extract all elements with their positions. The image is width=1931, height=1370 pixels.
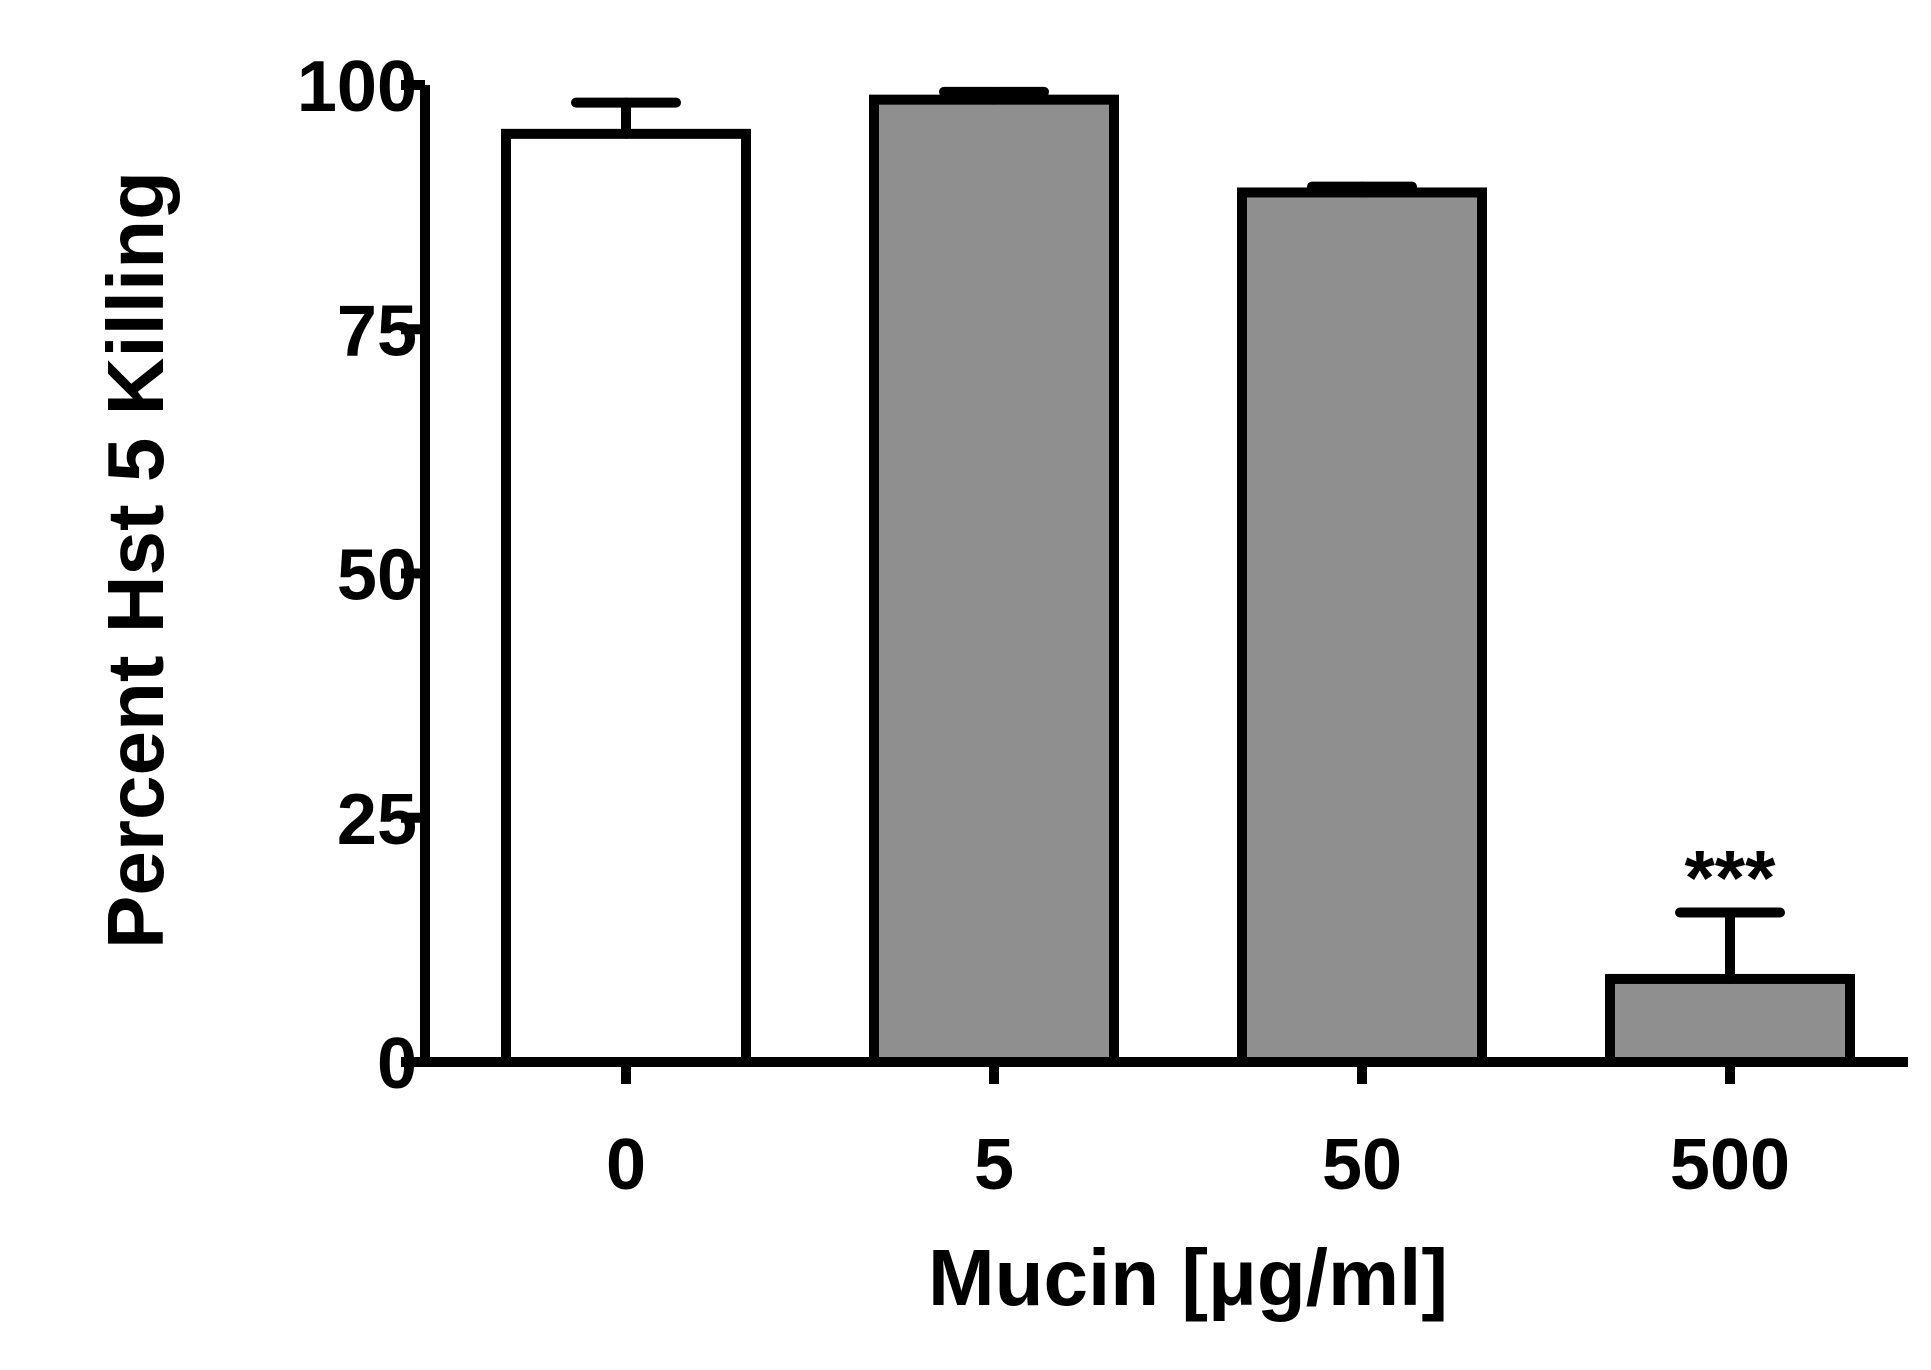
error-bars-layer (571, 86, 1785, 984)
y-tick-label: 100 (297, 47, 417, 127)
x-ticks-layer: 0 5 50 500 (606, 1062, 1790, 1205)
x-tick-label-500: 500 (1670, 1125, 1790, 1205)
y-tick-label: 25 (337, 780, 417, 860)
x-tick-label-50: 50 (1322, 1125, 1402, 1205)
y-tick-label: 0 (377, 1024, 417, 1104)
x-tick-label-0: 0 (606, 1125, 646, 1205)
annotations-layer: *** (1684, 834, 1776, 922)
y-tick-label: 75 (337, 291, 417, 371)
bar-0 (501, 128, 751, 1068)
bar-50 (1237, 187, 1487, 1068)
y-tick-label: 50 (337, 536, 417, 616)
y-axis-label: Percent Hst 5 Killing (91, 171, 180, 949)
bar-500 (1605, 973, 1855, 1068)
y-ticks-layer: 0 25 50 75 100 (297, 47, 425, 1104)
bar-5 (869, 94, 1119, 1067)
x-tick-label-5: 5 (974, 1125, 1014, 1205)
bars-layer (501, 94, 1855, 1068)
x-axis-label: Mucin [μg/ml] (928, 1233, 1448, 1322)
significance-annotation: *** (1684, 834, 1776, 922)
